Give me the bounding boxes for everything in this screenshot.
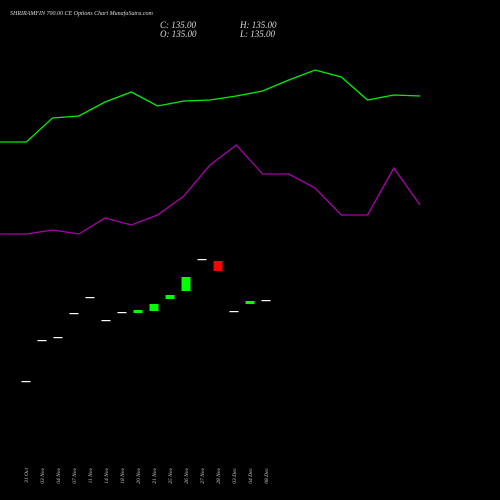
x-tick-label: 20 Nov [136,467,142,483]
high-label: H: 135.00 [239,20,277,30]
candle-body [261,300,271,302]
candle-body [85,297,95,299]
candle-body [245,301,255,304]
candle-body [101,320,111,322]
x-tick-label: 21 Nov [152,467,158,483]
candle-body [197,259,207,261]
x-tick-label: 03 Nov [40,467,46,483]
candle-body [117,312,127,314]
candle-body [181,277,191,291]
x-tick-label: 07 Nov [72,467,78,483]
candle-body [149,304,159,311]
candle-body [69,313,79,315]
x-tick-label: 04 Dec [247,467,254,483]
x-tick-label: 08 Dec [264,467,270,483]
candle-body [53,337,63,339]
x-tick-label: 26 Nov [184,467,190,483]
candle-body [133,310,143,313]
x-tick-label: 31 Oct [24,468,30,484]
candle-body [229,311,239,313]
x-tick-label: 25 Nov [168,467,174,483]
x-tick-label: 11 Nov [88,467,94,483]
x-tick-label: 03 Dec [232,467,238,483]
chart-title: SHRIRAMFIN 700.00 CE Options Chart Munaf… [10,10,153,17]
candle-body [21,381,31,383]
candle-body [37,340,47,342]
candle-body [165,295,175,299]
x-tick-label: 27 Nov [200,467,206,483]
x-tick-label: 14 Nov [103,467,110,483]
x-tick-label: 18 Nov [120,467,126,483]
x-tick-label: 04 Nov [55,467,62,483]
open-label: O: 135.00 [160,29,197,39]
indicator-line [0,144,421,235]
candle-body [213,261,223,271]
x-tick-label: 28 Nov [216,467,222,483]
close-label: C: 135.00 [160,20,197,30]
low-label: L: 135.00 [239,29,276,39]
indicator-line [0,69,421,143]
